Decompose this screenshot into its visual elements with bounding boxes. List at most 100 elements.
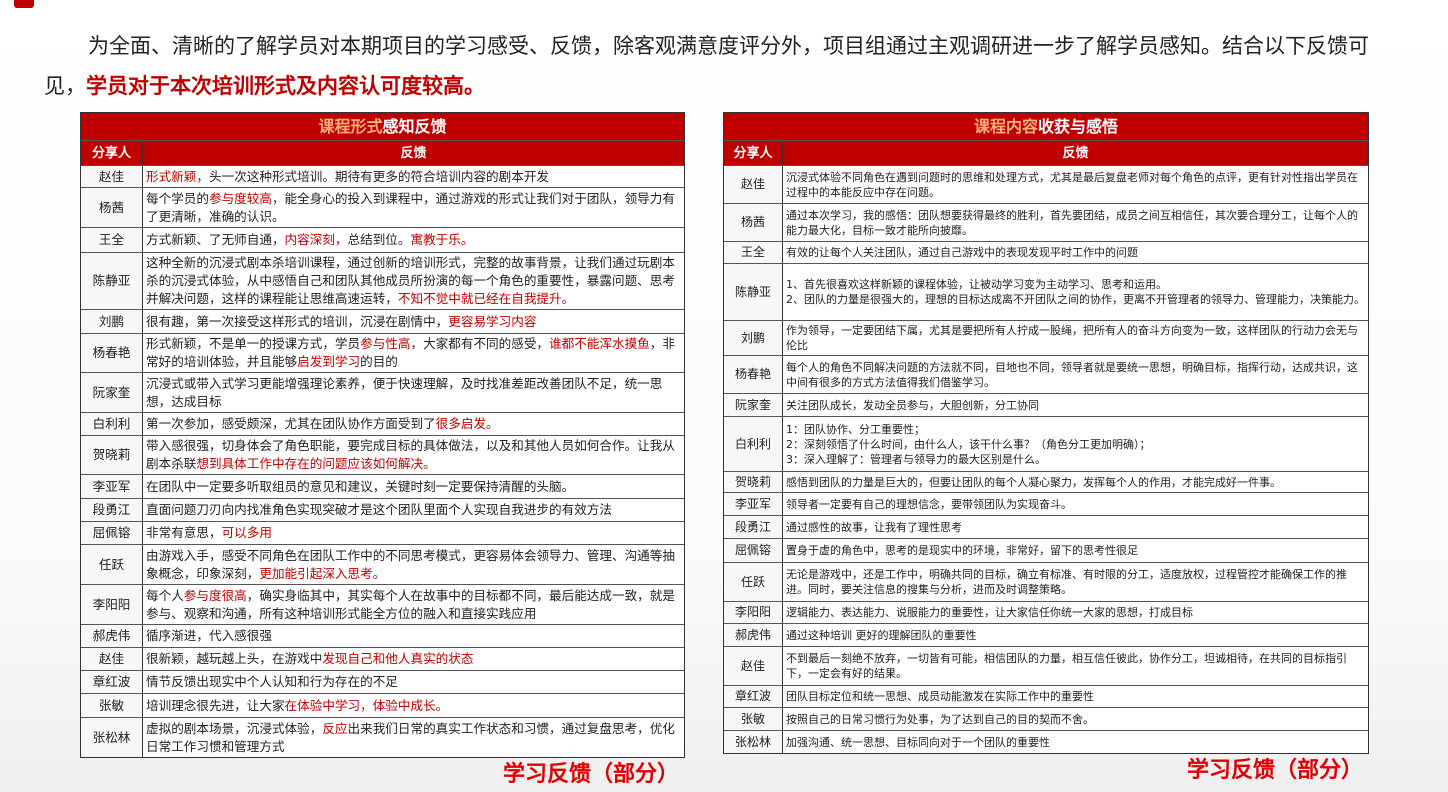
table-row: 陈静亚 这种全新的沉浸式剧本杀培训课程，通过创新的培训形式，完整的故事背景，让我们… bbox=[81, 253, 684, 310]
feedback-cell: 非常有意思，可以多用 bbox=[143, 522, 684, 544]
feedback-cell: 有效的让每个人关注团队，通过自己游戏中的表现发现平时工作中的问题 bbox=[783, 242, 1368, 263]
table-row: 阮家奎 关注团队成长，发动全员参与，大胆创新，分工协同 bbox=[724, 394, 1368, 417]
table-row: 李亚军 在团队中一定要多听取组员的意见和建议，关键时刻一定要保持清醒的头脑。 bbox=[81, 475, 684, 499]
feedback-text: 有效的让每个人关注团队，通过自己游戏中的表现发现平时工作中的问题 bbox=[786, 246, 1138, 259]
table-row: 张敏 按照自己的日常习惯行为处事，为了达到自己的目的契而不舍。 bbox=[724, 708, 1368, 731]
feedback-cell: 形式新颖，头一次这种形式培训。期待有更多的符合培训内容的剧本开发 bbox=[143, 166, 684, 187]
feedback-cell: 直面问题刀刃向内找准角色实现突破才是这个团队里面个人实现自我进步的有效方法 bbox=[143, 499, 684, 521]
feedback-cell: 通过本次学习，我的感悟：团队想要获得最终的胜利，首先要团结，成员之间互相信任，其… bbox=[783, 204, 1368, 241]
feedback-cell: 每个人的角色不同解决问题的方法就不同，目地也不同，领导者就是要统一思想，明确目标… bbox=[783, 356, 1368, 393]
sharer-name: 白利利 bbox=[81, 413, 143, 435]
highlighted-text: 参与度很高 bbox=[183, 587, 247, 603]
table-header: 分享人 反馈 bbox=[81, 141, 684, 166]
feedback-cell: 领导者一定要有自己的理想信念，要带领团队为实现奋斗。 bbox=[783, 493, 1368, 515]
table-row: 李阳阳 逻辑能力、表达能力、说服能力的重要性，让大家信任你统一大家的思想，打成目标 bbox=[724, 602, 1368, 624]
feedback-text: 在团队中一定要多听取组员的意见和建议，关键时刻一定要保持清醒的头脑。 bbox=[146, 478, 575, 494]
table-row: 张松林 加强沟通、统一思想、目标同向对于一个团队的重要性 bbox=[724, 731, 1368, 753]
sharer-name: 阮家奎 bbox=[81, 373, 143, 412]
feedback-text: 团队目标定位和统一思想、成员动能激发在实际工作中的重要性 bbox=[786, 690, 1094, 703]
highlighted-text: 在体验中学习，体验中成长。 bbox=[284, 697, 449, 713]
highlighted-text: 内容深刻， bbox=[284, 232, 348, 247]
highlighted-text: 启发到学习 bbox=[297, 354, 361, 369]
sharer-name: 贺晓莉 bbox=[724, 472, 783, 492]
feedback-text: ，确实身临其中，其实每个人在故事中的目标都不同，最后能达成一致，就是参与、观察和… bbox=[146, 587, 675, 621]
feedback-text: 这种全新的沉浸式剧本杀培训课程，通过创新的培训形式，完整的故事背景，让我们通过玩… bbox=[146, 255, 675, 306]
table-row: 王全 方式新颖、了无师自通，内容深刻，总结到位。寓教于乐。 bbox=[81, 228, 684, 253]
sharer-name: 李亚军 bbox=[81, 475, 143, 498]
sharer-name: 杨春艳 bbox=[724, 356, 783, 393]
sharer-name: 李亚军 bbox=[724, 493, 783, 515]
feedback-cell: 感悟到团队的力量是巨大的，但要让团队的每个人凝心聚力，发挥每个人的作用，才能完成… bbox=[783, 472, 1368, 492]
sharer-name: 阮家奎 bbox=[724, 394, 783, 416]
feedback-cell: 不到最后一刻绝不放弃，一切皆有可能，相信团队的力量，相互信任彼此，协作分工，坦诚… bbox=[783, 647, 1368, 685]
course-format-feedback-table: 课程形式感知反馈分享人 反馈 赵佳 形式新颖，头一次这种形式培训。期待有更多的符合培训… bbox=[80, 112, 685, 758]
feedback-text: 方式新颖、了无师自通， bbox=[146, 232, 285, 247]
sharer-name: 陈静亚 bbox=[724, 264, 783, 320]
feedback-cell: 很有趣，第一次接受这样形式的培训，沉浸在剧情中，更容易学习内容 bbox=[143, 310, 684, 333]
feedback-text: 置身于虚的角色中，思考的是现实中的环境，非常好，留下的思考性很足 bbox=[786, 544, 1138, 557]
feedback-cell: 形式新颖，不是单一的授课方式，学员参与性高，大家都有不同的感受，谁都不能浑水摸鱼… bbox=[143, 334, 684, 372]
highlighted-text: 参与性高 bbox=[360, 336, 411, 351]
sharer-name: 贺晓莉 bbox=[81, 436, 143, 474]
sharer-name: 赵佳 bbox=[724, 166, 783, 203]
feedback-text: 作为领导，一定要团结下属，尤其是要把所有人拧成一股绳，把所有人的奋斗方向变为一致… bbox=[786, 324, 1358, 352]
feedback-cell: 第一次参加，感受颇深，尤其在团队协作方面受到了很多启发。 bbox=[143, 413, 684, 435]
feedback-cell: 很新颖，越玩越上头，在游戏中发现自己和他人真实的状态 bbox=[143, 648, 684, 670]
feedback-cell: 在团队中一定要多听取组员的意见和建议，关键时刻一定要保持清醒的头脑。 bbox=[143, 475, 684, 498]
feedback-text: 无论是游戏中，还是工作中，明确共同的目标，确立有标准、有时限的分工，适度放权，过… bbox=[786, 568, 1347, 596]
feedback-text: ，大家都有不同的感受， bbox=[410, 336, 549, 351]
watermark-stamp-right: 学习反馈（部分） bbox=[1187, 758, 1364, 783]
sharer-name: 郝虎伟 bbox=[81, 625, 143, 647]
feedback-cell: 按照自己的日常习惯行为处事，为了达到自己的目的契而不舍。 bbox=[783, 708, 1368, 730]
feedback-text: 形式新颖，不是单一的授课方式，学员 bbox=[146, 336, 361, 351]
feedback-text: 1、首先很喜欢这样新颖的课程体验，让被动学习变为主动学习、思考和运用。 2、团队… bbox=[786, 278, 1365, 306]
highlighted-text: 更加能引起深入思考。 bbox=[259, 565, 386, 581]
feedback-cell: 沉浸式体验不同角色在遇到问题时的思维和处理方式，尤其是最后复盘老师对每个角色的点… bbox=[783, 166, 1368, 203]
feedback-text: 很有趣，第一次接受这样形式的培训，沉浸在剧情中， bbox=[146, 313, 449, 329]
feedback-cell: 循序渐进，代入感很强 bbox=[143, 625, 684, 647]
table-row: 任跃 无论是游戏中，还是工作中，明确共同的目标，确立有标准、有时限的分工，适度放权… bbox=[724, 563, 1368, 602]
table-row: 贺晓莉 感悟到团队的力量是巨大的，但要让团队的每个人凝心聚力，发挥每个人的作用，才… bbox=[724, 472, 1368, 493]
feedback-text: 通过这种培训 更好的理解团队的重要性 bbox=[786, 628, 977, 642]
table-title-rest: 感知反馈 bbox=[382, 117, 447, 136]
table-row: 赵佳 很新颖，越玩越上头，在游戏中发现自己和他人真实的状态 bbox=[81, 648, 684, 671]
feedback-text: 第一次参加，感受颇深，尤其在团队协作方面受到了 bbox=[146, 416, 436, 431]
table-row: 郝虎伟 循序渐进，代入感很强 bbox=[81, 625, 684, 648]
feedback-text: 总结到位。 bbox=[347, 232, 411, 247]
table-row: 王全 有效的让每个人关注团队，通过自己游戏中的表现发现平时工作中的问题 bbox=[724, 242, 1368, 264]
sharer-name: 杨茜 bbox=[724, 204, 783, 241]
course-content-insights-table: 课程内容收获与感悟 分享人 反馈 赵佳 沉浸式体验不同角色在遇到问题时的思维和处理方式，… bbox=[723, 112, 1369, 754]
table-title-highlight: 课程形式 bbox=[318, 117, 383, 136]
sharer-name: 陈静亚 bbox=[81, 253, 143, 309]
feedback-text: 沉浸式或带入式学习更能增强理论素养，便于快速理解，及时找准差距改善团队不足，统一… bbox=[146, 375, 663, 409]
sharer-name: 张敏 bbox=[81, 694, 143, 717]
feedback-text: 虚拟的剧本场景，沉浸式体验， bbox=[146, 720, 323, 736]
feedback-text: 头一次这种形式培训。期待有更多的符合培训内容的剧本开发 bbox=[208, 168, 549, 184]
sharer-name: 章红波 bbox=[81, 671, 143, 693]
feedback-cell: 1：团队协作、分工重要性； 2：深刻领悟了什么时间，由什么人，该干什么事？（角色… bbox=[783, 417, 1368, 471]
feedback-text: ，能全身心的投入到课程中，通过游戏的形式让我们对于团队，领导力有了更清晰，准确的… bbox=[146, 190, 675, 224]
feedback-cell: 作为领导，一定要团结下属，尤其是要把所有人拧成一股绳，把所有人的奋斗方向变为一致… bbox=[783, 321, 1368, 355]
feedback-cell: 逻辑能力、表达能力、说服能力的重要性，让大家信任你统一大家的思想，打成目标 bbox=[783, 602, 1368, 623]
feedback-cell: 加强沟通、统一思想、目标同向对于一个团队的重要性 bbox=[783, 731, 1368, 753]
feedback-text: 循序渐进，代入感很强 bbox=[146, 628, 272, 643]
feedback-text: 每个学员的 bbox=[146, 190, 209, 206]
feedback-text: 培训理念很先进，让大家 bbox=[146, 697, 285, 713]
table-row: 屈佩镕 置身于虚的角色中，思考的是现实中的环境，非常好，留下的思考性很足 bbox=[724, 539, 1368, 563]
sharer-name: 段勇江 bbox=[81, 499, 143, 521]
table-row: 段勇江 直面问题刀刃向内找准角色实现突破才是这个团队里面个人实现自我进步的有效方法 bbox=[81, 499, 684, 522]
feedback-cell: 由游戏入手，感受不同角色在团队工作中的不同思考模式，更容易体会领导力、管理、沟通… bbox=[143, 545, 684, 584]
sharer-name: 赵佳 bbox=[724, 647, 783, 685]
table-row: 赵佳 沉浸式体验不同角色在遇到问题时的思维和处理方式，尤其是最后复盘老师对每个角色… bbox=[724, 166, 1368, 204]
feedback-cell: 这种全新的沉浸式剧本杀培训课程，通过创新的培训形式，完整的故事背景，让我们通过玩… bbox=[143, 253, 684, 309]
feedback-cell: 虚拟的剧本场景，沉浸式体验，反应出来我们日常的真实工作状态和习惯，通过复盘思考，… bbox=[143, 718, 684, 757]
table-row: 阮家奎 沉浸式或带入式学习更能增强理论素养，便于快速理解，及时找准差距改善团队不足… bbox=[81, 373, 684, 413]
feedback-text: 感悟到团队的力量是巨大的，但要让团队的每个人凝心聚力，发挥每个人的作用，才能完成… bbox=[786, 475, 1281, 489]
table-row: 张敏 培训理念很先进，让大家在体验中学习，体验中成长。 bbox=[81, 694, 684, 718]
sharer-name: 张敏 bbox=[724, 708, 783, 730]
table-row: 赵佳 形式新颖，头一次这种形式培训。期待有更多的符合培训内容的剧本开发 bbox=[81, 166, 684, 188]
intro-paragraph: 为全面、清晰的了解学员对本期项目的学习感受、反馈，除客观满意度评分外，项目组通过… bbox=[44, 26, 1384, 106]
sharer-name: 张松林 bbox=[724, 731, 783, 753]
highlighted-text: 想到具体工作中存在的问题应该如何解决。 bbox=[196, 456, 436, 471]
table-row: 刘鹏 很有趣，第一次接受这样形式的培训，沉浸在剧情中，更容易学习内容 bbox=[81, 310, 684, 334]
